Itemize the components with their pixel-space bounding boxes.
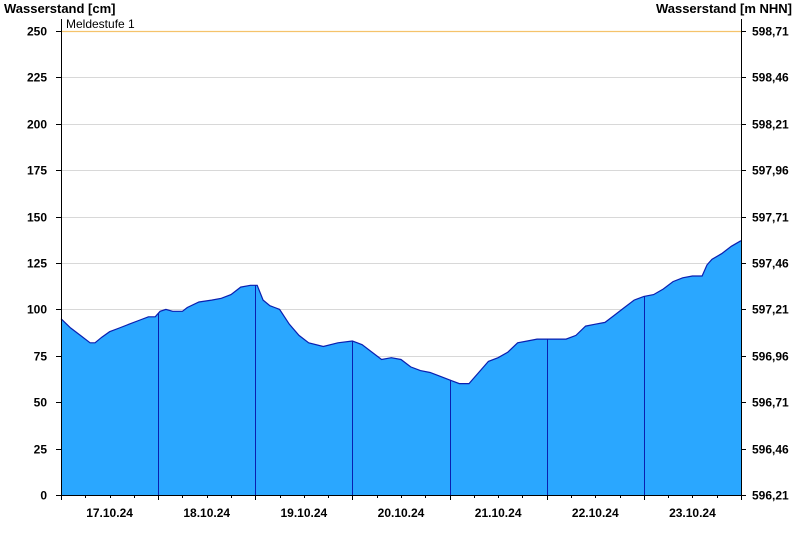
x-tick-label: 20.10.24 xyxy=(378,506,425,520)
x-tick-label: 21.10.24 xyxy=(475,506,522,520)
axes: 0 596,21 25 596,46 50 596,71 75 596,96 100 597,21… xyxy=(27,19,789,520)
y-tick-label-left: 250 xyxy=(27,25,47,39)
y-tick-label-right: 596,71 xyxy=(752,396,789,410)
y-tick-label-left: 175 xyxy=(27,164,47,178)
y-tick-label-left: 50 xyxy=(34,396,48,410)
y-tick-label-left: 200 xyxy=(27,118,47,132)
y-tick-label-right: 596,21 xyxy=(752,489,789,503)
y-tick-label-left: 25 xyxy=(34,443,48,457)
plot-area xyxy=(60,240,742,495)
y-tick-label-left: 75 xyxy=(34,350,48,364)
y-tick-label-right: 597,21 xyxy=(752,303,789,317)
y-tick-label-left: 150 xyxy=(27,211,47,225)
threshold-label: Meldestufe 1 xyxy=(66,17,135,31)
y-tick-label-right: 597,96 xyxy=(752,164,789,178)
x-tick-label: 23.10.24 xyxy=(669,506,716,520)
y-tick-label-right: 597,71 xyxy=(752,211,789,225)
water-level-area xyxy=(61,240,741,495)
x-tick-label: 18.10.24 xyxy=(183,506,230,520)
y-tick-label-right: 596,46 xyxy=(752,443,789,457)
y-tick-label-left: 125 xyxy=(27,257,47,271)
y-tick-label-left: 100 xyxy=(27,303,47,317)
y-tick-label-right: 598,21 xyxy=(752,118,789,132)
x-tick-label: 17.10.24 xyxy=(86,506,133,520)
right-axis-label: Wasserstand [m NHN] xyxy=(656,1,792,16)
left-axis-label: Wasserstand [cm] xyxy=(4,1,116,16)
y-tick-label-right: 596,96 xyxy=(752,350,789,364)
x-tick-label: 22.10.24 xyxy=(572,506,619,520)
y-tick-label-right: 598,46 xyxy=(752,71,789,85)
threshold-group: Meldestufe 1 xyxy=(61,17,741,33)
x-tick-label: 19.10.24 xyxy=(280,506,327,520)
y-tick-label-right: 598,71 xyxy=(752,25,789,39)
water-level-line xyxy=(60,240,742,385)
y-tick-label-right: 597,46 xyxy=(752,257,789,271)
y-tick-label-left: 225 xyxy=(27,71,47,85)
y-tick-label-left: 0 xyxy=(40,489,47,503)
